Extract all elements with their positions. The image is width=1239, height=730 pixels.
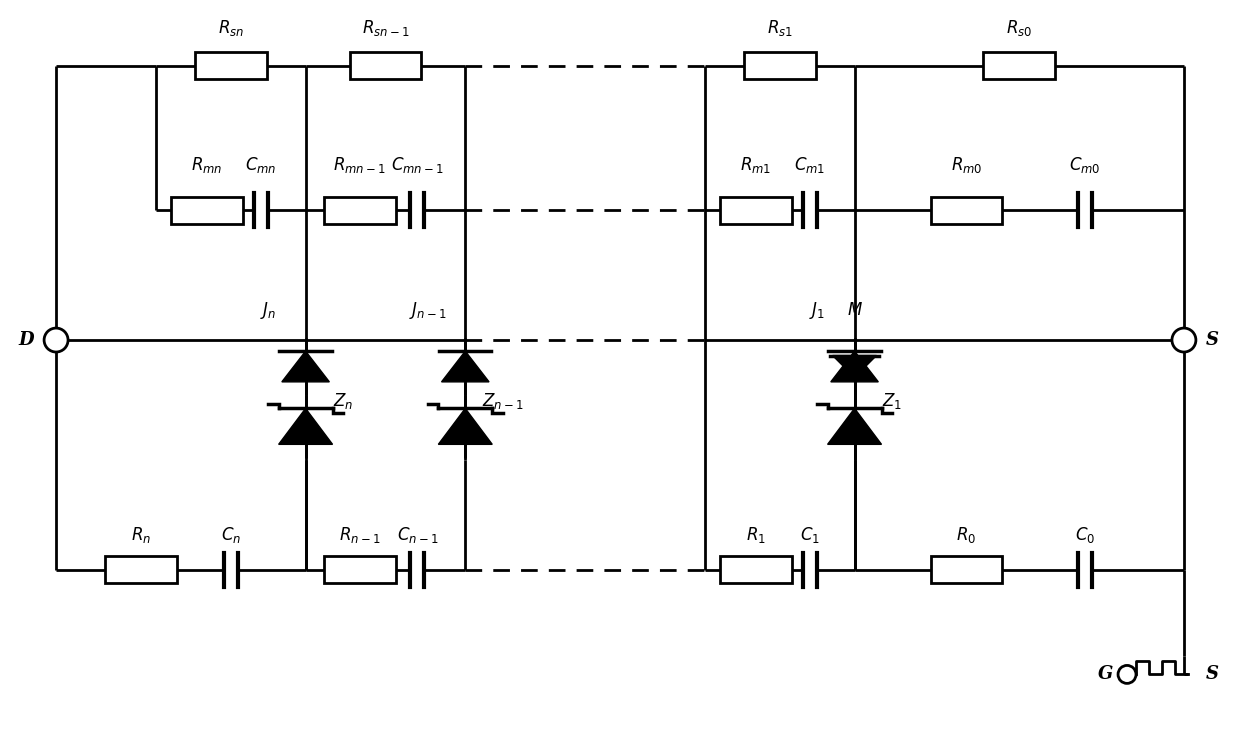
- Text: $R_{n}$: $R_{n}$: [131, 525, 151, 545]
- Text: $Z_{n}$: $Z_{n}$: [333, 391, 353, 412]
- Bar: [930, 197, 1002, 224]
- Circle shape: [1172, 328, 1196, 352]
- Text: $M$: $M$: [846, 301, 862, 318]
- Text: $C_{m0}$: $C_{m0}$: [1069, 155, 1101, 175]
- Bar: [323, 556, 395, 583]
- Text: $R_{s1}$: $R_{s1}$: [767, 18, 793, 38]
- Polygon shape: [441, 351, 489, 382]
- Text: $C_{mn-1}$: $C_{mn-1}$: [390, 155, 444, 175]
- Circle shape: [45, 328, 68, 352]
- Text: $J_{1}$: $J_{1}$: [809, 299, 825, 320]
- Text: $Z_{n-1}$: $Z_{n-1}$: [482, 391, 524, 412]
- Text: $R_{sn}$: $R_{sn}$: [218, 18, 244, 38]
- Bar: [323, 197, 395, 224]
- Text: $C_{mn}$: $C_{mn}$: [245, 155, 276, 175]
- Bar: [743, 52, 815, 79]
- Polygon shape: [439, 408, 492, 445]
- Text: S: S: [1206, 331, 1218, 349]
- Text: $C_{n}$: $C_{n}$: [221, 525, 240, 545]
- Bar: [720, 556, 792, 583]
- Text: $C_{n-1}$: $C_{n-1}$: [396, 525, 439, 545]
- Bar: [195, 52, 266, 79]
- Bar: [171, 197, 243, 224]
- Polygon shape: [281, 351, 330, 382]
- Bar: [349, 52, 421, 79]
- Text: $R_{n-1}$: $R_{n-1}$: [339, 525, 380, 545]
- Bar: [984, 52, 1056, 79]
- Text: $C_{m1}$: $C_{m1}$: [794, 155, 825, 175]
- Text: $J_{n}$: $J_{n}$: [259, 299, 276, 320]
- Text: $J_{n-1}$: $J_{n-1}$: [409, 299, 446, 320]
- Polygon shape: [279, 408, 332, 445]
- Text: D: D: [19, 331, 33, 349]
- Text: $R_{m0}$: $R_{m0}$: [950, 155, 983, 175]
- Text: $R_{1}$: $R_{1}$: [746, 525, 766, 545]
- Text: $Z_{1}$: $Z_{1}$: [882, 391, 902, 412]
- Text: S: S: [1206, 666, 1218, 683]
- Text: $R_{m1}$: $R_{m1}$: [740, 155, 772, 175]
- Text: $R_{mn}$: $R_{mn}$: [191, 155, 223, 175]
- Polygon shape: [833, 356, 876, 377]
- Text: $R_{mn-1}$: $R_{mn-1}$: [333, 155, 387, 175]
- Text: $R_{s0}$: $R_{s0}$: [1006, 18, 1032, 38]
- Bar: [105, 556, 177, 583]
- Text: $C_{1}$: $C_{1}$: [799, 525, 820, 545]
- Text: $R_{0}$: $R_{0}$: [957, 525, 976, 545]
- Bar: [720, 197, 792, 224]
- Circle shape: [1118, 666, 1136, 683]
- Text: $C_{0}$: $C_{0}$: [1075, 525, 1095, 545]
- Text: $R_{sn-1}$: $R_{sn-1}$: [362, 18, 409, 38]
- Polygon shape: [828, 408, 881, 445]
- Text: G: G: [1098, 666, 1113, 683]
- Bar: [930, 556, 1002, 583]
- Polygon shape: [831, 351, 878, 382]
